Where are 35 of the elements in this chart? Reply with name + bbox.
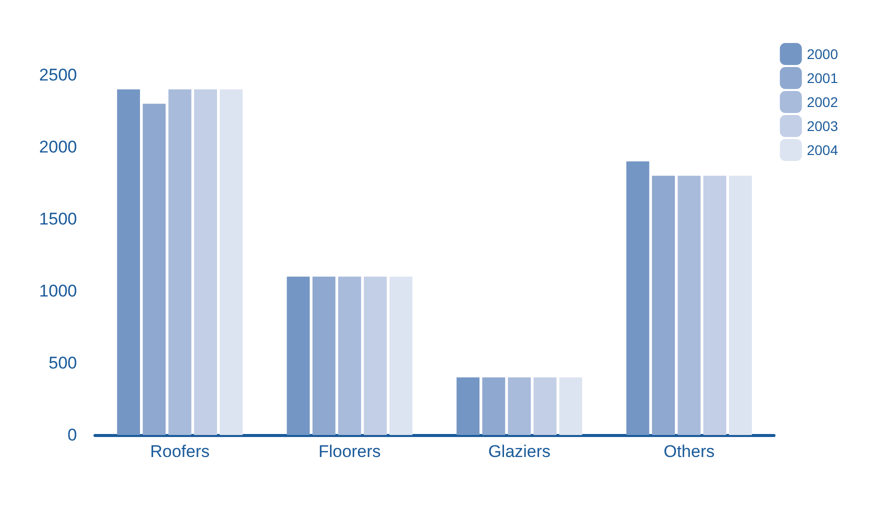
y-tick-label: 0 <box>68 426 77 444</box>
y-tick-label: 500 <box>48 354 77 372</box>
legend-label: 2002 <box>806 94 838 110</box>
legend-label: 2003 <box>806 118 838 134</box>
bar <box>194 89 218 435</box>
bar <box>482 377 506 435</box>
bar <box>559 377 582 435</box>
x-tick-label: Floorers <box>318 442 381 461</box>
bar <box>456 377 480 435</box>
legend-label: 2001 <box>806 70 838 86</box>
y-tick-label: 1000 <box>39 282 77 300</box>
bar <box>652 176 675 435</box>
bar <box>390 276 412 435</box>
legend-label: 2000 <box>806 46 838 62</box>
bar <box>338 276 362 435</box>
x-tick-label: Glaziers <box>488 442 551 461</box>
bar <box>168 89 192 435</box>
bar <box>220 89 243 435</box>
x-tick-label: Roofers <box>150 442 210 461</box>
bar <box>117 89 140 435</box>
bar <box>678 176 701 435</box>
bar <box>534 377 557 435</box>
bar <box>312 276 336 435</box>
bar <box>626 161 650 435</box>
legend-label: 2004 <box>806 142 838 158</box>
bar <box>729 176 752 435</box>
bar <box>286 276 310 435</box>
x-tick-label: Others <box>664 442 715 461</box>
bar <box>703 176 726 435</box>
y-tick-label: 2500 <box>39 66 77 84</box>
bar <box>142 104 166 435</box>
bar <box>364 276 387 435</box>
bar <box>508 377 531 435</box>
y-tick-label: 2000 <box>39 138 77 156</box>
y-tick-label: 1500 <box>39 210 77 228</box>
